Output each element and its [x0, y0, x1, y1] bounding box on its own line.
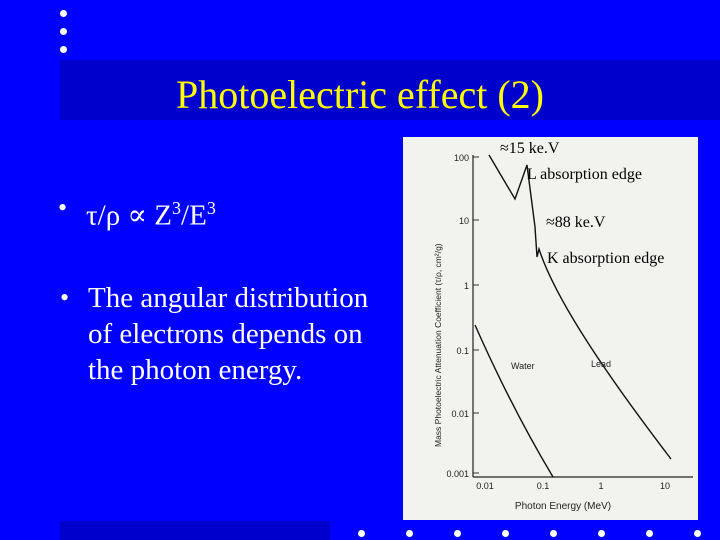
y-tick-label: 10	[459, 216, 469, 226]
title-band	[60, 60, 720, 120]
formula-exponent-z: 3	[172, 198, 182, 218]
decorative-dot	[550, 530, 557, 537]
decorative-dot	[598, 530, 605, 537]
bullet-line: of electrons depends on	[88, 318, 363, 350]
decorative-dot	[502, 530, 509, 537]
y-tick-label: 100	[454, 153, 469, 163]
formula-exponent-e: 3	[206, 198, 216, 218]
y-tick-label: 0.1	[456, 346, 469, 356]
bullet-mark: •	[60, 283, 70, 312]
decorative-dot	[694, 530, 701, 537]
bullet-formula: • τ/ρ ∝ Z3/E3	[58, 190, 216, 234]
l-edge-label: L absorption edge	[527, 166, 642, 183]
formula-mid: /E	[181, 199, 207, 232]
y-tick-label: 0.001	[446, 469, 469, 479]
x-tick-label: 10	[660, 481, 670, 491]
slide-title: Photoelectric effect (2)	[176, 72, 544, 117]
decorative-dot	[60, 10, 67, 17]
x-tick-label: 0.1	[537, 481, 550, 491]
l-edge-energy: ≈15 ke.V	[500, 140, 560, 157]
y-ticks	[473, 156, 479, 474]
water-curve-label: Water	[511, 361, 535, 371]
lead-curve-label: Lead	[591, 359, 611, 369]
y-tick-label: 1	[464, 281, 469, 291]
water-curve	[474, 324, 554, 478]
decorative-dot	[60, 46, 67, 53]
decorative-dot	[406, 530, 413, 537]
bullet-angular-distribution: • The angular distribution of electrons …	[60, 280, 369, 388]
decorative-dot	[646, 530, 653, 537]
k-edge-energy: ≈88 ke.V	[546, 214, 606, 231]
lead-curve	[488, 154, 672, 460]
formula-prefix: τ/ρ ∝ Z	[86, 199, 173, 232]
x-tick-label: 0.01	[476, 481, 494, 491]
bottom-band	[60, 521, 330, 540]
bullet-mark: •	[58, 193, 68, 222]
decorative-dot	[358, 530, 365, 537]
decorative-dot	[60, 28, 67, 35]
x-tick-label: 1	[598, 481, 603, 491]
y-tick-label: 0.01	[451, 409, 469, 419]
decorative-dot	[454, 530, 461, 537]
bullet-line: the photon energy.	[88, 354, 303, 386]
y-axis-label: Mass Photoelectric Attenuation Coefficie…	[433, 243, 443, 447]
attenuation-figure: 100 10 1 0.1 0.01 0.001 0.01 0.1 1 10 Ph…	[403, 137, 698, 520]
x-axis-label: Photon Energy (MeV)	[515, 501, 611, 512]
bullet-line: The angular distribution	[88, 282, 369, 314]
k-edge-label: K absorption edge	[547, 250, 665, 267]
attenuation-plot: 100 10 1 0.1 0.01 0.001 0.01 0.1 1 10 Ph…	[433, 153, 693, 512]
